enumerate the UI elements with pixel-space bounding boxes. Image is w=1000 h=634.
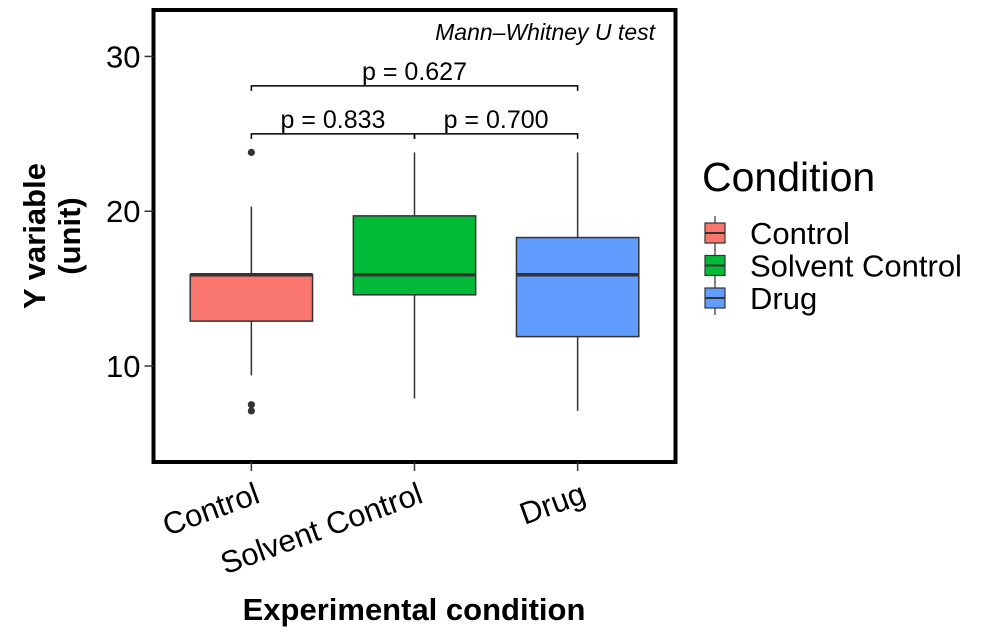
legend-title: Condition — [702, 154, 875, 200]
box-3-iqr — [515, 236, 640, 338]
box-3 — [515, 152, 640, 411]
x-tick-1-label: Control — [158, 476, 264, 543]
legend-item-1: Control — [704, 216, 850, 251]
y-tick-label-20: 20 — [106, 194, 140, 229]
comparison-2-p-value: p = 0.700 — [444, 106, 549, 134]
comparison-2-bracket — [413, 133, 579, 139]
comparison-3-bracket — [250, 85, 579, 91]
box-1 — [189, 148, 314, 415]
y-tick-label-10: 10 — [106, 349, 140, 384]
y-axis-title-line-2: (unit) — [52, 197, 87, 274]
legend-item-2: Solvent Control — [704, 248, 962, 284]
box-1-iqr — [189, 273, 314, 322]
box-2 — [352, 152, 477, 399]
legend-item-1-label: Control — [750, 216, 850, 251]
boxes-layer — [189, 148, 640, 415]
y-tick-label-30: 30 — [106, 39, 140, 74]
brackets-layer: p = 0.833 p = 0.700 p = 0.627 — [250, 58, 579, 139]
test-annotation: Mann–Whitney U test — [435, 19, 656, 45]
box-2-iqr — [352, 215, 477, 296]
y-axis-title-line-1: Y variable — [17, 163, 52, 309]
box-1-outlier-3 — [247, 407, 255, 415]
legend-item-3: Drug — [704, 281, 817, 316]
y-axis: 10 20 30 — [106, 39, 154, 384]
x-axis-title: Experimental condition — [243, 592, 586, 627]
legend-item-2-label: Solvent Control — [750, 249, 962, 284]
box-1-outlier-2 — [247, 401, 255, 409]
comparison-1-p-value: p = 0.833 — [280, 106, 385, 134]
comparison-1-bracket — [250, 133, 416, 139]
legend-item-3-label: Drug — [750, 281, 817, 316]
comparison-3: p = 0.627 — [250, 58, 579, 91]
comparison-2: p = 0.700 — [413, 106, 579, 139]
box-1-outlier-1 — [247, 148, 255, 157]
comparison-1: p = 0.833 — [250, 106, 416, 139]
comparison-3-p-value: p = 0.627 — [362, 58, 467, 86]
x-tick-3-label: Drug — [515, 476, 590, 532]
